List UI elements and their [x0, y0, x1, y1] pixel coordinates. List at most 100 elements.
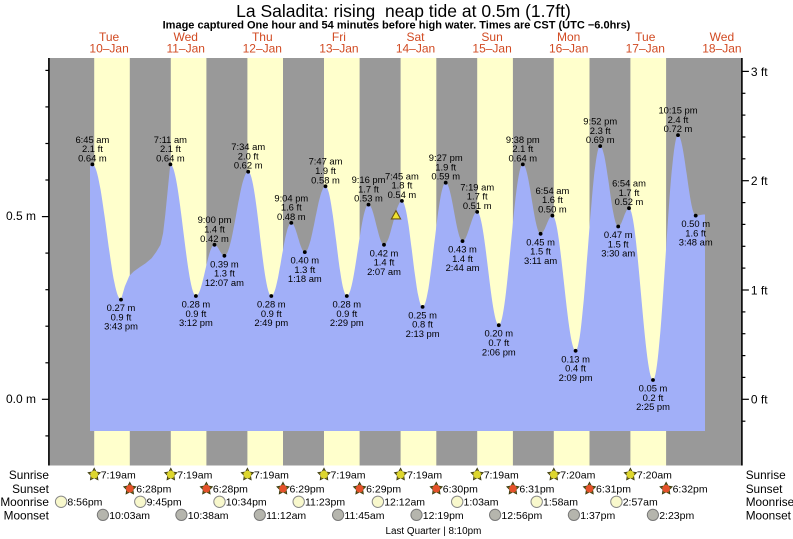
- svg-text:Image captured One hour and 54: Image captured One hour and 54 minutes b…: [163, 19, 631, 31]
- svg-text:Mon: Mon: [557, 30, 580, 44]
- svg-text:9:27 pm: 9:27 pm: [429, 152, 463, 163]
- svg-text:2.1 ft: 2.1 ft: [82, 143, 103, 154]
- svg-text:1.6 ft: 1.6 ft: [685, 227, 706, 238]
- svg-text:0.51 m: 0.51 m: [463, 200, 492, 211]
- svg-text:6:32pm: 6:32pm: [673, 484, 708, 496]
- svg-text:2:44 am: 2:44 am: [446, 262, 480, 273]
- svg-text:Moonset: Moonset: [746, 508, 792, 522]
- svg-text:0.28 m: 0.28 m: [257, 299, 286, 310]
- svg-text:6:54 am: 6:54 am: [535, 185, 569, 196]
- svg-text:2.1 ft: 2.1 ft: [512, 143, 533, 154]
- svg-text:0.7 ft: 0.7 ft: [488, 337, 509, 348]
- svg-text:1:37pm: 1:37pm: [580, 510, 615, 522]
- svg-text:0.64 m: 0.64 m: [78, 152, 107, 163]
- svg-text:0.47 m: 0.47 m: [604, 229, 633, 240]
- svg-text:Sat: Sat: [406, 30, 425, 44]
- svg-text:2:49 pm: 2:49 pm: [254, 317, 288, 328]
- svg-text:7:11 am: 7:11 am: [154, 134, 187, 145]
- svg-text:7:20am: 7:20am: [560, 470, 595, 482]
- svg-text:6:30pm: 6:30pm: [443, 484, 478, 496]
- svg-text:2:13 pm: 2:13 pm: [406, 328, 440, 339]
- svg-text:7:19am: 7:19am: [407, 470, 442, 482]
- svg-text:1.6 ft: 1.6 ft: [281, 202, 302, 213]
- svg-text:1.7 ft: 1.7 ft: [358, 183, 379, 194]
- svg-text:7:20am: 7:20am: [637, 470, 672, 482]
- svg-text:0.9 ft: 0.9 ft: [111, 311, 132, 322]
- svg-text:1.9 ft: 1.9 ft: [315, 165, 336, 176]
- svg-text:9:16 pm: 9:16 pm: [352, 174, 386, 185]
- svg-text:0.58 m: 0.58 m: [311, 174, 340, 185]
- svg-text:Moonrise: Moonrise: [746, 495, 793, 509]
- svg-text:0.40 m: 0.40 m: [290, 255, 319, 266]
- svg-text:15–Jan: 15–Jan: [472, 42, 511, 56]
- svg-text:1.6 ft: 1.6 ft: [542, 194, 563, 205]
- svg-text:1.7 ft: 1.7 ft: [619, 187, 640, 198]
- svg-text:1.3 ft: 1.3 ft: [294, 264, 315, 275]
- svg-text:1.5 ft: 1.5 ft: [530, 246, 551, 257]
- svg-text:0.4 ft: 0.4 ft: [565, 363, 586, 374]
- svg-text:1.4 ft: 1.4 ft: [374, 257, 395, 268]
- svg-text:9:52 pm: 9:52 pm: [583, 116, 617, 127]
- svg-text:0.20 m: 0.20 m: [484, 328, 513, 339]
- svg-text:7:19am: 7:19am: [484, 470, 519, 482]
- svg-text:Wed: Wed: [710, 30, 734, 44]
- svg-text:0.42 m: 0.42 m: [370, 247, 399, 258]
- svg-text:7:34 am: 7:34 am: [231, 141, 265, 152]
- svg-text:7:19am: 7:19am: [101, 470, 136, 482]
- svg-text:0.62 m: 0.62 m: [234, 160, 263, 171]
- svg-text:10:03am: 10:03am: [109, 510, 150, 522]
- svg-text:0.9 ft: 0.9 ft: [336, 308, 357, 319]
- svg-text:0.69 m: 0.69 m: [586, 134, 615, 145]
- svg-text:10:34pm: 10:34pm: [226, 497, 267, 509]
- svg-text:0.8 ft: 0.8 ft: [412, 319, 433, 330]
- svg-text:2.1 ft: 2.1 ft: [160, 143, 181, 154]
- svg-text:0.64 m: 0.64 m: [508, 152, 537, 163]
- svg-text:2:23pm: 2:23pm: [659, 510, 694, 522]
- svg-text:3:48 am: 3:48 am: [679, 237, 713, 248]
- svg-text:6:54 am: 6:54 am: [612, 178, 646, 189]
- svg-text:0.27 m: 0.27 m: [107, 302, 136, 313]
- svg-text:7:47 am: 7:47 am: [309, 156, 343, 167]
- svg-text:7:19am: 7:19am: [177, 470, 212, 482]
- svg-text:0.50 m: 0.50 m: [681, 218, 710, 229]
- svg-text:0 ft: 0 ft: [751, 393, 768, 407]
- svg-text:Sunset: Sunset: [12, 482, 49, 496]
- svg-text:7:19 am: 7:19 am: [460, 181, 494, 192]
- svg-text:2.3 ft: 2.3 ft: [590, 125, 611, 136]
- svg-text:2:57am: 2:57am: [623, 497, 658, 509]
- svg-text:1.4 ft: 1.4 ft: [452, 253, 473, 264]
- svg-text:0.05 m: 0.05 m: [639, 383, 668, 394]
- svg-text:12:07 am: 12:07 am: [205, 277, 244, 288]
- svg-text:Tue: Tue: [635, 30, 656, 44]
- svg-text:3:43 pm: 3:43 pm: [104, 321, 138, 332]
- svg-text:0.45 m: 0.45 m: [526, 236, 555, 247]
- svg-text:6:31pm: 6:31pm: [519, 484, 554, 496]
- svg-text:0.5 m: 0.5 m: [6, 209, 36, 223]
- svg-text:7:19am: 7:19am: [254, 470, 289, 482]
- svg-text:Sunrise: Sunrise: [9, 468, 49, 482]
- svg-text:6:28pm: 6:28pm: [213, 484, 248, 496]
- svg-text:10:15 pm: 10:15 pm: [658, 105, 697, 116]
- svg-text:10–Jan: 10–Jan: [89, 42, 128, 56]
- svg-text:1 ft: 1 ft: [751, 283, 768, 297]
- svg-text:0.42 m: 0.42 m: [200, 233, 229, 244]
- svg-text:Moonset: Moonset: [4, 508, 50, 522]
- svg-text:11:45am: 11:45am: [344, 510, 384, 522]
- svg-text:6:28pm: 6:28pm: [136, 484, 171, 496]
- svg-text:3:12 pm: 3:12 pm: [179, 317, 213, 328]
- svg-text:0.43 m: 0.43 m: [448, 244, 477, 255]
- svg-text:2 ft: 2 ft: [751, 174, 768, 188]
- svg-text:Wed: Wed: [173, 30, 197, 44]
- svg-text:6:29pm: 6:29pm: [366, 484, 401, 496]
- svg-text:2.4 ft: 2.4 ft: [668, 114, 689, 125]
- svg-text:7:45 am: 7:45 am: [385, 170, 419, 181]
- svg-text:1.8 ft: 1.8 ft: [391, 180, 412, 191]
- svg-text:2:29 pm: 2:29 pm: [330, 317, 364, 328]
- svg-text:Sun: Sun: [481, 30, 502, 44]
- svg-text:0.52 m: 0.52 m: [615, 196, 644, 207]
- svg-text:16–Jan: 16–Jan: [549, 42, 588, 56]
- svg-text:0.39 m: 0.39 m: [210, 258, 239, 269]
- svg-text:8:56pm: 8:56pm: [67, 497, 102, 509]
- svg-text:18–Jan: 18–Jan: [702, 42, 741, 56]
- svg-text:0.54 m: 0.54 m: [388, 189, 417, 200]
